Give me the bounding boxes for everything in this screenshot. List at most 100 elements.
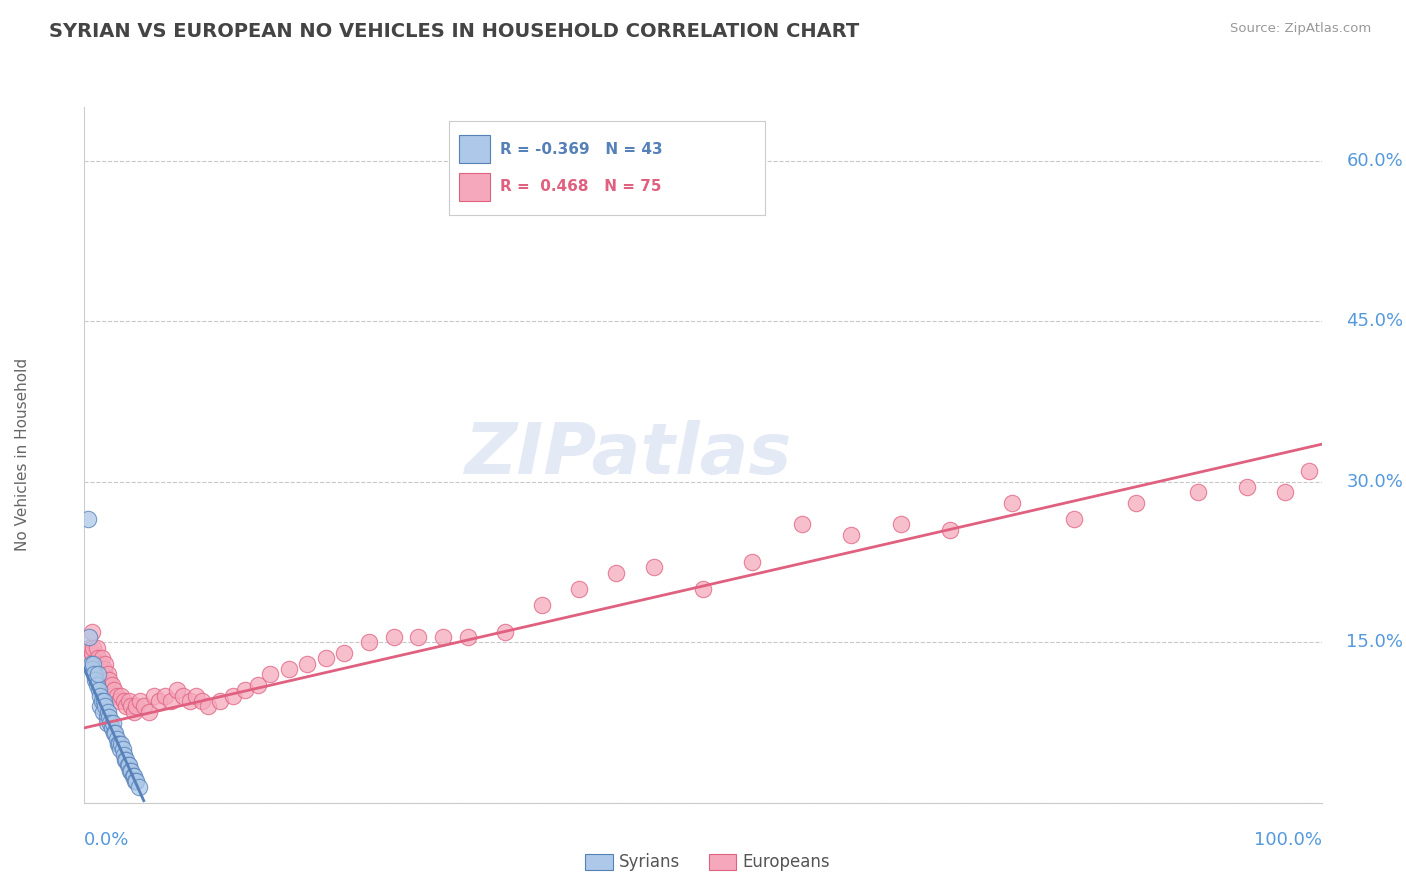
- Point: [97, 705, 120, 719]
- Point: [79, 657, 101, 671]
- Point: [160, 694, 183, 708]
- Point: [101, 715, 124, 730]
- Point: [105, 731, 128, 746]
- Point: [1125, 496, 1147, 510]
- Point: [82, 640, 104, 655]
- Point: [77, 646, 100, 660]
- Point: [89, 662, 111, 676]
- Text: 100.0%: 100.0%: [1254, 830, 1322, 848]
- Point: [125, 774, 148, 789]
- Point: [382, 630, 405, 644]
- Point: [83, 667, 105, 681]
- Point: [105, 689, 128, 703]
- Point: [790, 517, 813, 532]
- Point: [1236, 480, 1258, 494]
- Point: [103, 726, 125, 740]
- Point: [890, 517, 912, 532]
- Point: [89, 699, 111, 714]
- Point: [98, 673, 121, 687]
- Point: [96, 710, 118, 724]
- Point: [84, 673, 107, 687]
- Point: [114, 753, 136, 767]
- Point: [117, 758, 139, 772]
- Point: [80, 624, 103, 639]
- Point: [94, 657, 117, 671]
- Point: [315, 651, 337, 665]
- Point: [84, 657, 107, 671]
- Point: [432, 630, 454, 644]
- Text: 45.0%: 45.0%: [1347, 312, 1403, 330]
- Text: SYRIAN VS EUROPEAN NO VEHICLES IN HOUSEHOLD CORRELATION CHART: SYRIAN VS EUROPEAN NO VEHICLES IN HOUSEH…: [49, 22, 859, 41]
- Point: [115, 699, 138, 714]
- Point: [741, 555, 763, 569]
- Point: [1298, 464, 1320, 478]
- Point: [259, 667, 281, 681]
- Point: [197, 699, 219, 714]
- Point: [107, 737, 129, 751]
- Point: [494, 624, 516, 639]
- Point: [153, 689, 176, 703]
- Point: [138, 705, 160, 719]
- Point: [103, 683, 125, 698]
- Point: [357, 635, 380, 649]
- Point: [222, 689, 245, 703]
- Point: [87, 651, 110, 665]
- Point: [1274, 485, 1296, 500]
- Point: [118, 758, 141, 772]
- Point: [98, 715, 121, 730]
- Point: [191, 694, 214, 708]
- Point: [1063, 512, 1085, 526]
- Point: [125, 699, 148, 714]
- Point: [90, 651, 112, 665]
- Point: [124, 774, 146, 789]
- Text: Europeans: Europeans: [742, 853, 830, 871]
- Point: [531, 598, 554, 612]
- Point: [80, 646, 103, 660]
- Text: Source: ZipAtlas.com: Source: ZipAtlas.com: [1230, 22, 1371, 36]
- Point: [91, 705, 114, 719]
- Text: 15.0%: 15.0%: [1347, 633, 1403, 651]
- Point: [120, 764, 142, 778]
- Point: [89, 683, 111, 698]
- Point: [841, 528, 863, 542]
- Text: 0.0%: 0.0%: [84, 830, 129, 848]
- Point: [98, 710, 121, 724]
- Text: Syrians: Syrians: [619, 853, 681, 871]
- Point: [166, 683, 188, 698]
- Bar: [585, 854, 613, 871]
- Point: [89, 657, 111, 671]
- Point: [295, 657, 318, 671]
- Point: [939, 523, 962, 537]
- Point: [79, 630, 101, 644]
- Point: [277, 662, 299, 676]
- Point: [408, 630, 430, 644]
- Point: [118, 694, 141, 708]
- Point: [122, 705, 145, 719]
- Point: [110, 737, 132, 751]
- Point: [568, 582, 591, 596]
- Point: [179, 694, 201, 708]
- Point: [132, 699, 155, 714]
- Point: [93, 662, 115, 676]
- Point: [1001, 496, 1024, 510]
- Point: [246, 678, 269, 692]
- Point: [91, 667, 114, 681]
- Bar: [709, 854, 737, 871]
- Point: [86, 640, 108, 655]
- Point: [97, 667, 120, 681]
- Point: [94, 699, 117, 714]
- Point: [333, 646, 356, 660]
- Point: [93, 694, 115, 708]
- Point: [83, 662, 105, 676]
- Point: [209, 694, 232, 708]
- Point: [233, 683, 256, 698]
- Point: [605, 566, 627, 580]
- Point: [110, 742, 132, 756]
- Point: [120, 764, 142, 778]
- Point: [108, 737, 131, 751]
- Point: [142, 689, 165, 703]
- Point: [121, 769, 143, 783]
- Text: 60.0%: 60.0%: [1347, 152, 1403, 169]
- Point: [80, 662, 103, 676]
- Point: [100, 721, 122, 735]
